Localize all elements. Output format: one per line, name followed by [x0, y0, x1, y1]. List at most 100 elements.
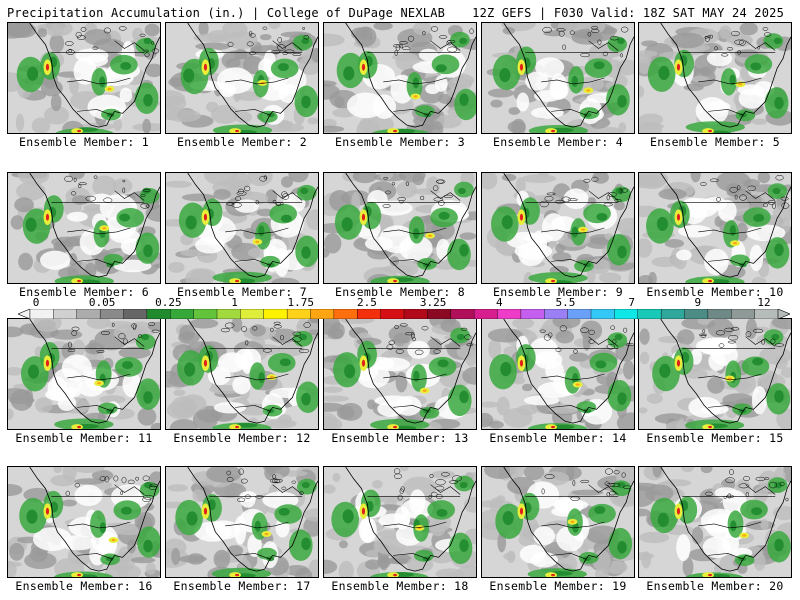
colorbar-tick-label: 2.5: [356, 296, 377, 309]
colorbar-tick-label: 9: [694, 296, 702, 309]
colorbar-segment: [754, 309, 779, 319]
colorbar-segment: [216, 309, 241, 319]
colorbar-tick-label: 0: [32, 296, 40, 309]
ensemble-member-map: [638, 22, 792, 134]
precipitation-map-image: [639, 23, 791, 133]
ensemble-member-map: [323, 22, 477, 134]
ensemble-member-label: Ensemble Member: 4: [492, 135, 624, 149]
ensemble-member-map: [323, 318, 477, 430]
ensemble-member-label: Ensemble Member: 19: [489, 579, 627, 593]
ensemble-member-label: Ensemble Member: 2: [176, 135, 308, 149]
precipitation-map-image: [324, 319, 476, 429]
precipitation-map-image: [639, 467, 791, 577]
ensemble-member-label: Ensemble Member: 12: [173, 431, 311, 445]
colorbar-segment: [427, 309, 452, 319]
ensemble-member-map: [481, 22, 635, 134]
colorbar-segment: [310, 309, 335, 319]
colorbar-segment: [497, 309, 522, 319]
colorbar-segment: [614, 309, 639, 319]
precipitation-map-image: [8, 23, 160, 133]
ensemble-member-map: [165, 466, 319, 578]
ensemble-member-map: [638, 172, 792, 284]
ensemble-member-label: Ensemble Member: 11: [15, 431, 153, 445]
ensemble-member-label: Ensemble Member: 10: [646, 285, 784, 299]
colorbar-tick-label: 0.25: [155, 296, 182, 309]
ensemble-member-label: Ensemble Member: 1: [18, 135, 150, 149]
precipitation-map-image: [166, 319, 318, 429]
colorbar-segment: [731, 309, 756, 319]
colorbar-tick-label: 1.75: [287, 296, 314, 309]
ensemble-member-map: [638, 466, 792, 578]
precipitation-map-image: [324, 23, 476, 133]
ensemble-member-map: [323, 466, 477, 578]
colorbar-segment: [380, 309, 405, 319]
ensemble-member-map: [165, 318, 319, 430]
ensemble-member-label: Ensemble Member: 8: [334, 285, 466, 299]
colorbar-tick-label: 5.5: [555, 296, 576, 309]
colorbar-tick-label: 12: [757, 296, 771, 309]
ensemble-member-map: [165, 22, 319, 134]
colorbar-segment: [146, 309, 171, 319]
colorbar-segment: [357, 309, 382, 319]
map-title: Precipitation Accumulation (in.) | Colle…: [7, 6, 446, 20]
precipitation-map-image: [8, 319, 160, 429]
precipitation-map-image: [8, 467, 160, 577]
ensemble-member-map: [323, 172, 477, 284]
ensemble-member-label: Ensemble Member: 7: [176, 285, 308, 299]
colorbar-segment: [520, 309, 545, 319]
precipitation-map-image: [639, 173, 791, 283]
colorbar-segment: [123, 309, 148, 319]
ensemble-member-map: [7, 22, 161, 134]
precipitation-map-image: [324, 467, 476, 577]
valid-time-label: 12Z GEFS | F030 Valid: 18Z SAT MAY 24 20…: [472, 6, 784, 20]
colorbar-segment: [403, 309, 428, 319]
ensemble-member-label: Ensemble Member: 17: [173, 579, 311, 593]
precipitation-map-image: [166, 173, 318, 283]
precipitation-map-image: [482, 173, 634, 283]
colorbar-segment: [76, 309, 101, 319]
colorbar-segment: [590, 309, 615, 319]
colorbar-segment: [660, 309, 686, 319]
ensemble-member-map: [481, 172, 635, 284]
precipitation-map-image: [482, 319, 634, 429]
ensemble-member-map: [7, 172, 161, 284]
colorbar-segment: [170, 309, 195, 319]
ensemble-member-label: Ensemble Member: 15: [646, 431, 784, 445]
colorbar-tick-label: 4: [495, 296, 503, 309]
colorbar-segment: [53, 309, 78, 319]
ensemble-member-label: Ensemble Member: 13: [331, 431, 469, 445]
colorbar-segment: [450, 309, 475, 319]
colorbar-segment: [99, 309, 125, 319]
colorbar-segment: [473, 309, 499, 319]
precipitation-map-image: [324, 173, 476, 283]
colorbar-segment: [333, 309, 358, 319]
ensemble-member-map: [638, 318, 792, 430]
colorbar-segment: [567, 309, 592, 319]
colorbar-segment: [684, 309, 709, 319]
colorbar-left-arrow: [18, 309, 31, 319]
colorbar-tick-label: 0.05: [88, 296, 116, 309]
colorbar-segment: [263, 309, 288, 319]
precipitation-map-image: [166, 23, 318, 133]
precipitation-map-image: [166, 467, 318, 577]
ensemble-member-label: Ensemble Member: 6: [18, 285, 150, 299]
ensemble-member-map: [481, 466, 635, 578]
colorbar-tick-label: 3.25: [419, 296, 447, 309]
colorbar-segment: [637, 309, 662, 319]
ensemble-member-label: Ensemble Member: 16: [15, 579, 153, 593]
ensemble-member-map: [481, 318, 635, 430]
colorbar-segment: [544, 309, 569, 319]
ensemble-member-label: Ensemble Member: 18: [331, 579, 469, 593]
ensemble-member-map: [165, 172, 319, 284]
colorbar-tick-label: 1: [231, 296, 238, 309]
precipitation-map-image: [482, 23, 634, 133]
ensemble-member-label: Ensemble Member: 14: [489, 431, 627, 445]
precipitation-map-image: [8, 173, 160, 283]
colorbar-right-arrow: [777, 309, 790, 319]
colorbar-tick-label: 7: [628, 296, 635, 309]
colorbar-segment: [286, 309, 312, 319]
ensemble-member-label: Ensemble Member: 9: [492, 285, 624, 299]
ensemble-member-label: Ensemble Member: 3: [334, 135, 466, 149]
colorbar-segment: [707, 309, 732, 319]
ensemble-member-label: Ensemble Member: 20: [646, 579, 784, 593]
